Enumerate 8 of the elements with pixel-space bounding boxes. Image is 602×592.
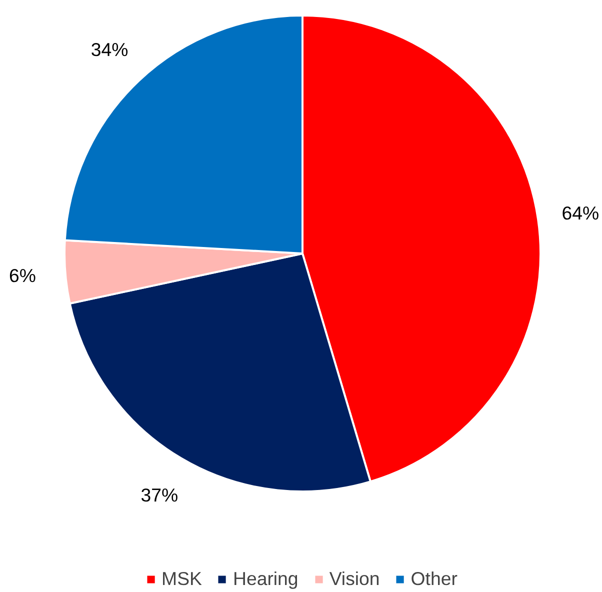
data-label: 37% [140,484,178,506]
legend-label: MSK [162,568,202,590]
data-label: 34% [90,38,128,60]
legend-label: Vision [329,568,380,590]
legend-label: Other [410,568,458,590]
data-label: 64% [562,202,600,224]
data-label: 6% [9,264,36,286]
legend-label: Hearing [232,568,298,590]
